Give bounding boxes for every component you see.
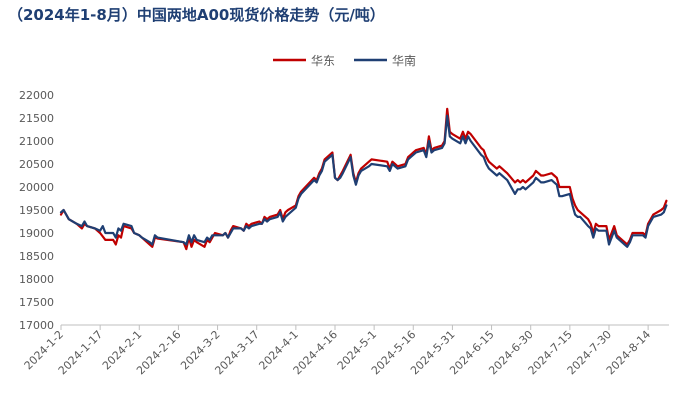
legend: 华东 华南: [273, 53, 416, 68]
y-tick-label: 18500: [19, 250, 54, 263]
y-axis: 17000 17500 18000 18500 19000 19500 20000 20500…: [19, 89, 54, 332]
y-tick-label: 20500: [19, 158, 54, 171]
series-line-east-china: [59, 107, 668, 251]
y-tick-label: 21500: [19, 112, 54, 125]
y-tick-label: 20000: [19, 181, 54, 194]
chart-title: （2024年1-8月）中国两地A00现货价格走势（元/吨）: [8, 6, 385, 24]
x-axis: 2024-1-22024-1-172024-2-12024-2-162024-3…: [22, 324, 669, 377]
y-tick-label: 17000: [19, 319, 54, 332]
legend-label: 华东: [311, 54, 335, 68]
y-tick-label: 18000: [19, 273, 54, 286]
y-tick-label: 21000: [19, 135, 54, 148]
y-tick-label: 19000: [19, 227, 54, 240]
legend-label: 华南: [392, 53, 416, 68]
y-tick-label: 17500: [19, 296, 54, 309]
series-line-south-china: [59, 114, 668, 248]
series-layer: [59, 107, 668, 251]
y-tick-label: 22000: [19, 89, 54, 102]
y-tick-label: 19500: [19, 204, 54, 217]
